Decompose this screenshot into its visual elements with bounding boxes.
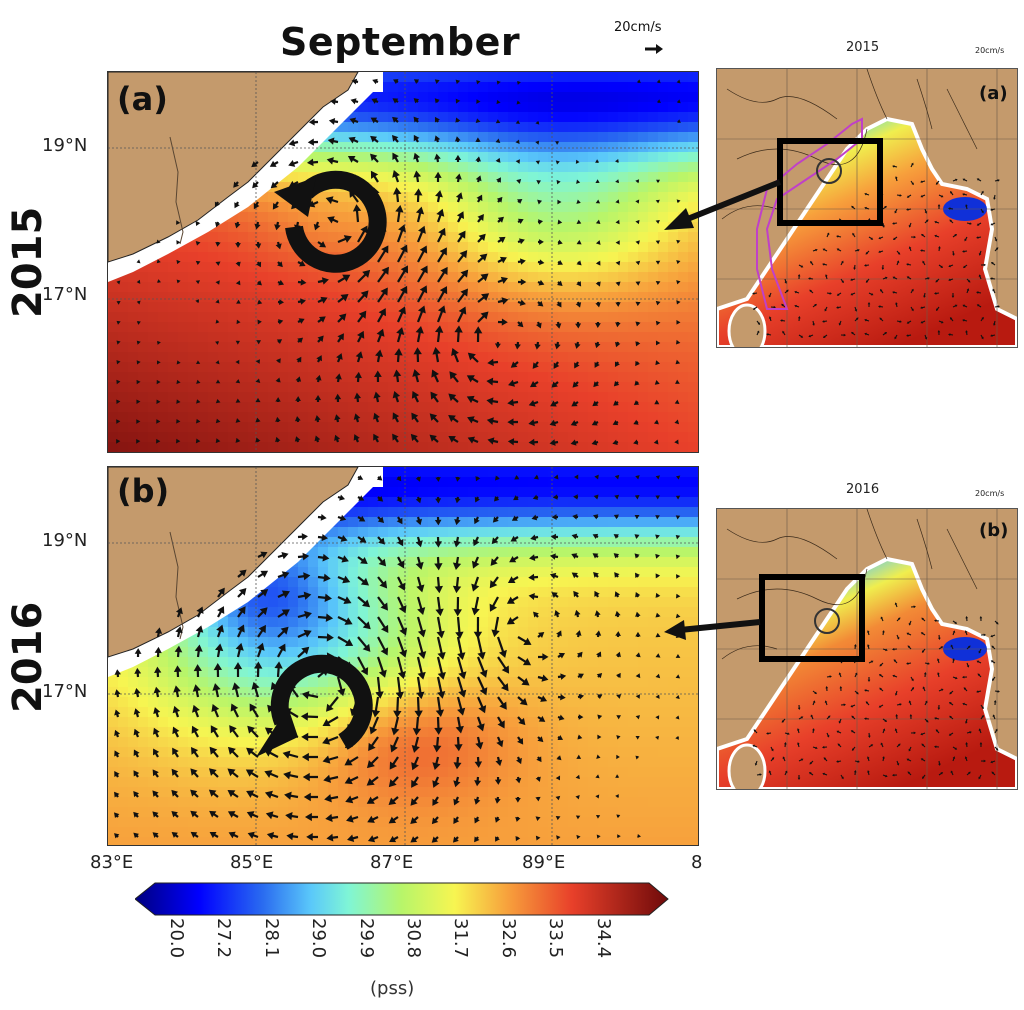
pointer-arrow-b-icon bbox=[664, 619, 761, 640]
lat-label-17n-b: 17°N bbox=[42, 681, 88, 702]
colorbar-tick-label: 27.2 bbox=[213, 918, 235, 959]
lon-label-85e: 85°E bbox=[230, 852, 274, 873]
inset-b-title: 2016 bbox=[846, 482, 880, 497]
colorbar-tick-label: 32.6 bbox=[497, 918, 519, 959]
panel-a-salinity-map bbox=[107, 71, 699, 453]
velocity-scale-label: 20cm/s bbox=[614, 20, 662, 35]
pointer-arrow-a-icon bbox=[664, 179, 782, 230]
inset-a-tag: (a) bbox=[979, 83, 1008, 104]
colorbar-tick-label: 30.8 bbox=[403, 918, 424, 959]
lat-label-17n-a: 17°N bbox=[42, 284, 88, 305]
panel-b-tag: (b) bbox=[117, 472, 170, 510]
inset-a-title: 2015 bbox=[846, 40, 880, 55]
panel-b-salinity-map bbox=[107, 466, 699, 846]
colorbar-tick-label: 34.4 bbox=[592, 918, 614, 959]
colorbar-unit-label: (pss) bbox=[370, 978, 415, 999]
inset-b-bay-of-bengal-map bbox=[716, 508, 1018, 790]
colorbar-tick-label: 31.7 bbox=[450, 918, 472, 959]
salinity-colorbar bbox=[134, 882, 669, 920]
inset-a-velocity-label: 20cm/s bbox=[975, 46, 1005, 55]
inset-b-tag: (b) bbox=[979, 520, 1009, 541]
colorbar-tick-label: 29.9 bbox=[355, 918, 377, 959]
colorbar-tick-label: 33.5 bbox=[545, 918, 567, 959]
colorbar-tick-label: 28.1 bbox=[260, 918, 282, 959]
velocity-scale-arrow-icon bbox=[644, 40, 664, 59]
lat-label-19n-b: 19°N bbox=[42, 530, 88, 551]
inset-b-velocity-label: 20cm/s bbox=[975, 489, 1005, 498]
figure-title: September bbox=[280, 20, 521, 64]
inset-a-bay-of-bengal-map bbox=[716, 68, 1018, 348]
lon-label-87e: 87°E bbox=[370, 852, 414, 873]
colorbar-tick-label: 20.0 bbox=[166, 918, 187, 959]
colorbar-tick-label: 29.0 bbox=[308, 918, 330, 959]
lat-label-19n-a: 19°N bbox=[42, 135, 88, 156]
lon-label-83e: 83°E bbox=[90, 852, 134, 873]
lon-label-89e: 89°E bbox=[522, 852, 566, 873]
lon-label-91e-clipped: 8 bbox=[691, 852, 703, 873]
panel-a-tag: (a) bbox=[117, 80, 168, 118]
